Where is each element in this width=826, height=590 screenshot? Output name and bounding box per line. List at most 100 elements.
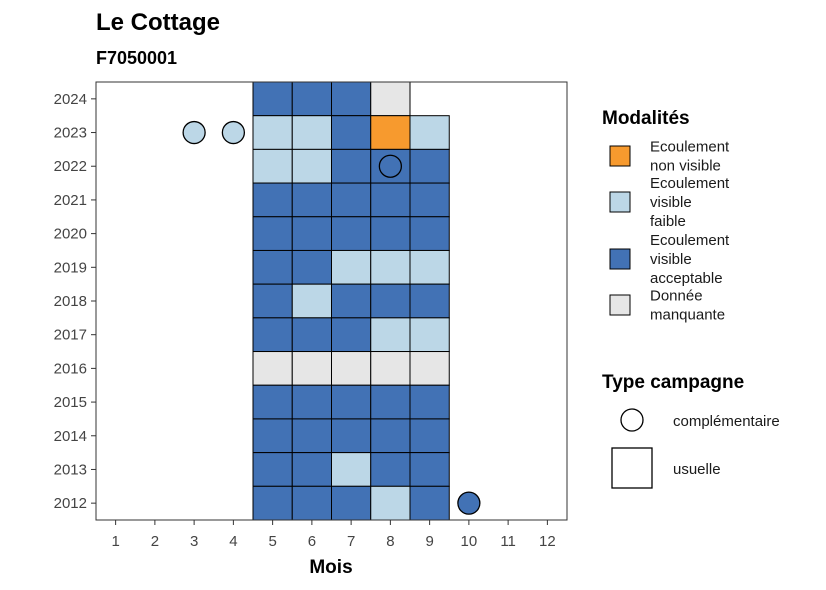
tile-2013-7 <box>331 452 372 487</box>
x-tick-label: 11 <box>500 533 516 550</box>
point-2023-3 <box>182 120 206 145</box>
legend-label-usuelle: usuelle <box>673 461 721 478</box>
tile-2017-6 <box>291 317 332 353</box>
tile-2019-7 <box>331 249 372 285</box>
tile-2020-6 <box>291 216 332 251</box>
tile-2013-5 <box>252 452 293 487</box>
point-2022-8 <box>378 154 403 178</box>
tile-2019-8 <box>370 249 411 285</box>
tile-2024-5 <box>252 81 293 117</box>
tile-2014-9 <box>409 418 450 454</box>
legend-title-modalites: Modalités <box>602 108 690 129</box>
y-tick-label: 2023 <box>54 125 87 142</box>
tile-2015-5 <box>252 384 293 420</box>
y-tick-label: 2017 <box>54 327 87 344</box>
x-tick-label: 5 <box>268 533 276 550</box>
tile-2021-8 <box>370 182 411 218</box>
tile-2012-8 <box>370 485 411 521</box>
legend-label-dark: Ecoulement <box>650 232 730 249</box>
tile-2019-9 <box>409 249 450 285</box>
y-tick-label: 2016 <box>54 360 87 377</box>
y-tick-label: 2019 <box>54 259 87 276</box>
legend-key-grey <box>609 294 631 316</box>
tile-2014-5 <box>252 418 293 454</box>
y-tick-label: 2022 <box>54 158 87 175</box>
x-tick-label: 3 <box>190 533 198 550</box>
tile-2021-5 <box>252 182 293 218</box>
tile-2024-7 <box>331 81 372 117</box>
tile-2019-6 <box>291 249 332 285</box>
tile-2015-8 <box>370 384 411 420</box>
tiles <box>252 81 450 521</box>
tile-2016-6 <box>291 351 332 386</box>
point-2023-4 <box>221 120 246 145</box>
tile-2014-7 <box>331 418 372 454</box>
tile-2012-6 <box>291 485 332 521</box>
tile-2022-6 <box>291 148 332 184</box>
legend-label-orange: non visible <box>650 158 721 175</box>
tile-2023-5 <box>252 115 293 150</box>
tile-2020-9 <box>409 216 450 251</box>
tile-2024-8 <box>370 81 411 117</box>
tile-2021-9 <box>409 182 450 218</box>
x-tick-label: 1 <box>111 533 119 550</box>
legend-label-orange: Ecoulement <box>650 139 730 156</box>
tile-2016-8 <box>370 351 411 386</box>
tile-2024-6 <box>291 81 332 117</box>
legend-label-grey: Donnée <box>650 288 703 305</box>
legend-title-campagne: Type campagne <box>602 372 744 393</box>
point-2012-10 <box>457 491 481 515</box>
x-axis-title: Mois <box>309 557 352 578</box>
y-tick-label: 2024 <box>54 91 87 108</box>
y-tick-label: 2015 <box>54 394 87 411</box>
tile-2017-5 <box>252 317 293 353</box>
tile-2012-5 <box>252 485 293 521</box>
tile-2022-7 <box>331 148 372 184</box>
tile-2014-8 <box>370 418 411 454</box>
x-tick-label: 7 <box>347 533 355 550</box>
complementary-points <box>182 120 481 515</box>
tile-2020-5 <box>252 216 293 251</box>
legend-label-dark: acceptable <box>650 270 723 287</box>
legend-key-square <box>611 447 653 489</box>
legend-label-light: visible <box>650 194 692 211</box>
tile-2018-5 <box>252 283 293 319</box>
x-tick-label: 6 <box>308 533 316 550</box>
tile-2018-9 <box>409 283 450 319</box>
tile-2015-9 <box>409 384 450 420</box>
tile-2019-5 <box>252 249 293 285</box>
tile-2012-9 <box>409 485 450 521</box>
tile-2016-5 <box>252 351 293 386</box>
x-tick-label: 4 <box>229 533 237 550</box>
legend-key-light <box>609 191 631 213</box>
x-tick-label: 12 <box>539 533 556 550</box>
legend-key-circle <box>620 408 644 432</box>
axes: 1 2 3 4 5 6 7 8 9 10 11 122012201320142015201620172… <box>54 81 568 550</box>
tile-2020-7 <box>331 216 372 251</box>
x-tick-label: 2 <box>151 533 159 550</box>
chart-title: Le Cottage <box>96 9 220 36</box>
tile-2017-7 <box>331 317 372 353</box>
chart-subtitle: F7050001 <box>96 48 177 68</box>
tile-2023-9 <box>409 115 450 150</box>
tile-2014-6 <box>291 418 332 454</box>
legend-label-complementaire: complémentaire <box>673 413 780 430</box>
tile-2023-7 <box>331 115 372 150</box>
tile-2015-6 <box>291 384 332 420</box>
tile-2018-6 <box>291 283 332 319</box>
y-tick-label: 2012 <box>54 495 87 512</box>
legend-label-light: Ecoulement <box>650 175 730 192</box>
legend-label-dark: visible <box>650 251 692 268</box>
tile-2022-9 <box>409 148 450 184</box>
y-tick-label: 2014 <box>54 428 87 445</box>
legend-key-orange <box>609 145 631 167</box>
x-tick-label: 9 <box>425 533 433 550</box>
x-tick-label: 10 <box>461 533 478 550</box>
x-tick-label: 8 <box>386 533 394 550</box>
tile-2013-8 <box>370 452 411 487</box>
tile-2022-5 <box>252 148 293 184</box>
y-tick-label: 2018 <box>54 293 87 310</box>
tile-2016-7 <box>331 351 372 386</box>
